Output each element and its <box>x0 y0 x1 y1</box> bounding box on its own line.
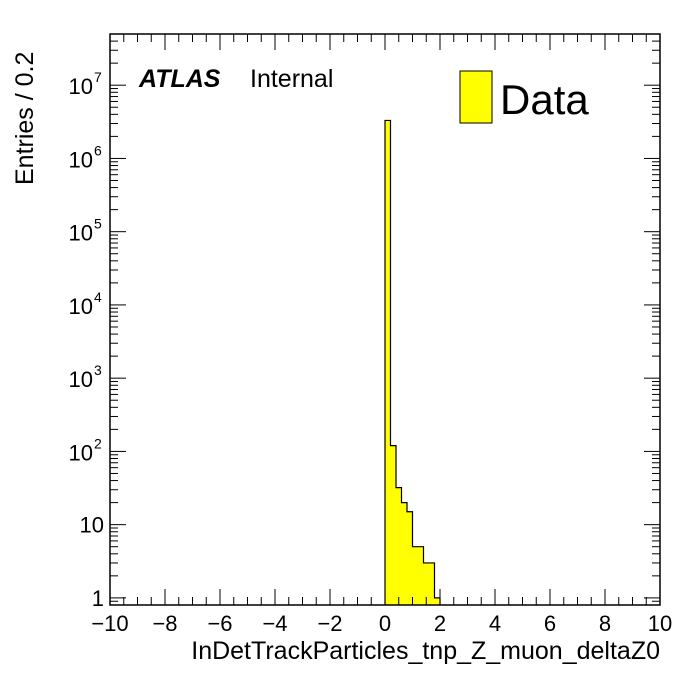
histogram-bars <box>384 119 441 605</box>
histogram-bar <box>418 546 424 605</box>
x-tick-label: −6 <box>207 611 232 636</box>
legend-swatch <box>459 70 493 124</box>
y-tick-label-text: 1 <box>92 586 104 611</box>
y-tick-label-exponent: 6 <box>94 142 102 158</box>
x-tick-label: 2 <box>434 611 446 636</box>
x-tick-label: 8 <box>599 611 611 636</box>
y-tick-label-text: 10 <box>80 513 104 538</box>
y-tick-label-exponent: 2 <box>94 435 102 451</box>
histogram-bar <box>423 562 429 605</box>
x-tick-label: 10 <box>648 611 672 636</box>
histogram-bar <box>434 597 440 605</box>
y-tick-label-base: 10 <box>69 74 93 99</box>
x-tick-label: 0 <box>379 611 391 636</box>
y-tick-label-base: 10 <box>69 440 93 465</box>
histogram-bar <box>429 562 435 605</box>
y-tick-label-exponent: 7 <box>94 69 102 85</box>
y-tick-label: 10 3 <box>69 362 102 392</box>
y-tick-label: 10 4 <box>69 289 102 319</box>
x-tick-label: −2 <box>317 611 342 636</box>
atlas-label: ATLAS <box>138 65 221 93</box>
histogram-bar <box>385 120 391 605</box>
histogram-bar <box>401 502 407 605</box>
x-tick-label: −8 <box>152 611 177 636</box>
y-tick-label-exponent: 4 <box>94 289 102 305</box>
histogram-outline <box>384 119 441 605</box>
internal-label: Internal <box>250 65 333 93</box>
legend-label: Data <box>500 76 589 123</box>
y-tick-label-base: 10 <box>69 367 93 392</box>
x-tick-labels: −10 −8 −6 −4 −2 0 2 4 6 8 10 <box>91 611 672 636</box>
x-tick-label: −4 <box>262 611 287 636</box>
histogram-bar <box>407 511 413 605</box>
histogram-bar <box>390 445 396 605</box>
y-tick-label: 1 <box>92 586 104 611</box>
legend: Data <box>459 70 589 124</box>
x-tick-label: −10 <box>91 611 128 636</box>
y-axis-label: Entries / 0.2 <box>11 52 39 185</box>
y-tick-label: 10 6 <box>69 142 102 172</box>
y-tick-label-exponent: 3 <box>94 362 102 378</box>
x-axis-ticks <box>109 34 661 605</box>
y-tick-label-base: 10 <box>69 294 93 319</box>
x-axis-label: InDetTrackParticles_tnp_Z_muon_deltaZ0 <box>191 637 660 665</box>
y-tick-label-base: 10 <box>69 147 93 172</box>
y-tick-label-exponent: 5 <box>94 216 102 232</box>
y-tick-label: 10 5 <box>69 216 102 246</box>
histogram-bar <box>396 487 402 605</box>
y-axis-ticks <box>110 33 660 606</box>
y-tick-label: 10 <box>80 513 104 538</box>
y-tick-label: 10 7 <box>69 69 102 99</box>
histogram-bar <box>412 546 418 605</box>
x-tick-label: 6 <box>544 611 556 636</box>
x-tick-label: 4 <box>489 611 501 636</box>
y-tick-label: 10 2 <box>69 435 102 465</box>
y-tick-label-base: 10 <box>69 221 93 246</box>
